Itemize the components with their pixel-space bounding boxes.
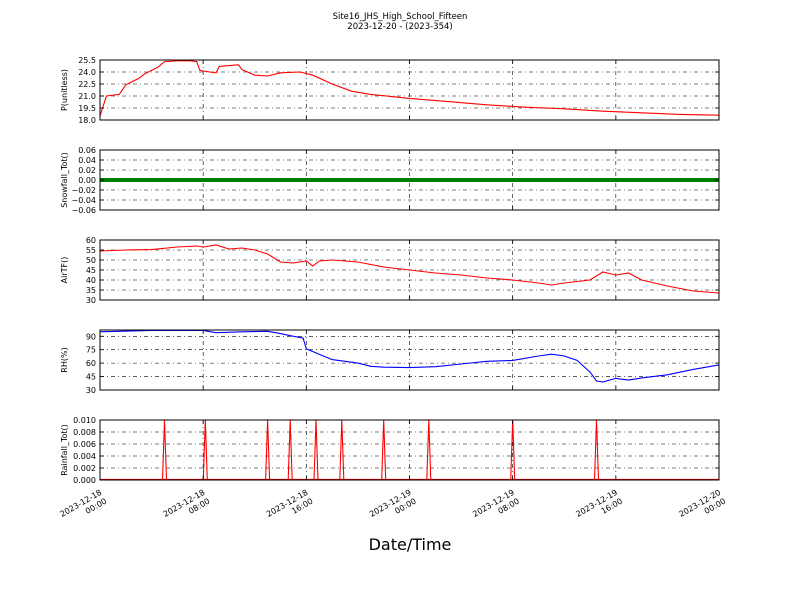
y-tick-label: 45 xyxy=(86,373,96,382)
panel-4: 30 45 60 75 90 RH(%) xyxy=(60,329,720,395)
y-tick-label: 0.02 xyxy=(78,166,96,175)
rain-spike xyxy=(339,419,345,481)
y-tick-label: 22.5 xyxy=(78,80,96,89)
rain-spike xyxy=(265,419,271,481)
y-tick-label: 75 xyxy=(86,346,96,355)
rain-spike xyxy=(313,419,319,481)
y-tick-label: 90 xyxy=(86,332,96,341)
y-tick-label: 0.00 xyxy=(78,176,96,185)
panel-5: 0.000 0.002 0.004 0.006 0.008 0.010 Rainfall_T… xyxy=(60,416,720,485)
y-tick-label: 60 xyxy=(86,236,96,245)
x-axis-label: Date/Time xyxy=(369,535,452,554)
y-axis-label: AirTF() xyxy=(60,257,69,284)
series-line xyxy=(99,60,720,117)
y-tick-label: 60 xyxy=(86,359,96,368)
y-axis-label: Rainfall_Tot() xyxy=(60,424,69,476)
y-tick-label: 30 xyxy=(86,296,96,305)
y-axis-label: Snowfall_Tot() xyxy=(60,152,69,208)
y-tick-label: 0.010 xyxy=(73,416,96,425)
rain-spike xyxy=(202,419,208,481)
chart-subtitle: 2023-12-20 - (2023-354) xyxy=(347,22,452,32)
y-tick-label: 45 xyxy=(86,266,96,275)
series-line xyxy=(99,244,720,294)
panel-1: 18.0 19.5 21.0 22.5 24.0 25.5 P(unitless) xyxy=(60,56,720,125)
chart-panels: 18.0 19.5 21.0 22.5 24.0 25.5 P(unitless) −0.06… xyxy=(60,56,720,485)
series-line xyxy=(99,329,720,383)
y-tick-label: 0.000 xyxy=(73,476,96,485)
y-tick-label: −0.04 xyxy=(71,196,96,205)
y-tick-label: 18.0 xyxy=(78,116,96,125)
y-tick-label: 40 xyxy=(86,276,96,285)
y-tick-label: 0.004 xyxy=(73,452,96,461)
y-tick-label: 50 xyxy=(86,256,96,265)
rain-spike xyxy=(426,419,432,481)
y-tick-label: −0.02 xyxy=(71,186,96,195)
y-tick-label: 0.04 xyxy=(78,156,96,165)
y-tick-label: 0.002 xyxy=(73,464,96,473)
rain-spike xyxy=(287,419,293,481)
y-axis-label: RH(%) xyxy=(60,347,69,372)
chart-title: Site16_JHS_High_School_Fifteen xyxy=(333,12,468,22)
y-tick-label: 24.0 xyxy=(78,68,96,77)
y-axis-label: P(unitless) xyxy=(60,69,69,111)
y-tick-label: 35 xyxy=(86,286,96,295)
rain-spike xyxy=(593,419,600,481)
y-tick-label: 30 xyxy=(86,386,96,395)
rain-spike xyxy=(161,419,168,481)
y-tick-label: 25.5 xyxy=(78,56,96,65)
rain-spike xyxy=(381,419,387,481)
y-tick-label: 0.008 xyxy=(73,428,96,437)
y-tick-label: 0.06 xyxy=(78,146,96,155)
y-tick-label: −0.06 xyxy=(71,206,96,215)
y-tick-label: 19.5 xyxy=(78,104,96,113)
panel-2: −0.06−0.04−0.020.000.020.040.06 Snowfall_… xyxy=(60,146,720,215)
y-tick-label: 21.0 xyxy=(78,92,96,101)
y-tick-label: 0.006 xyxy=(73,440,96,449)
y-tick-label: 55 xyxy=(86,246,96,255)
